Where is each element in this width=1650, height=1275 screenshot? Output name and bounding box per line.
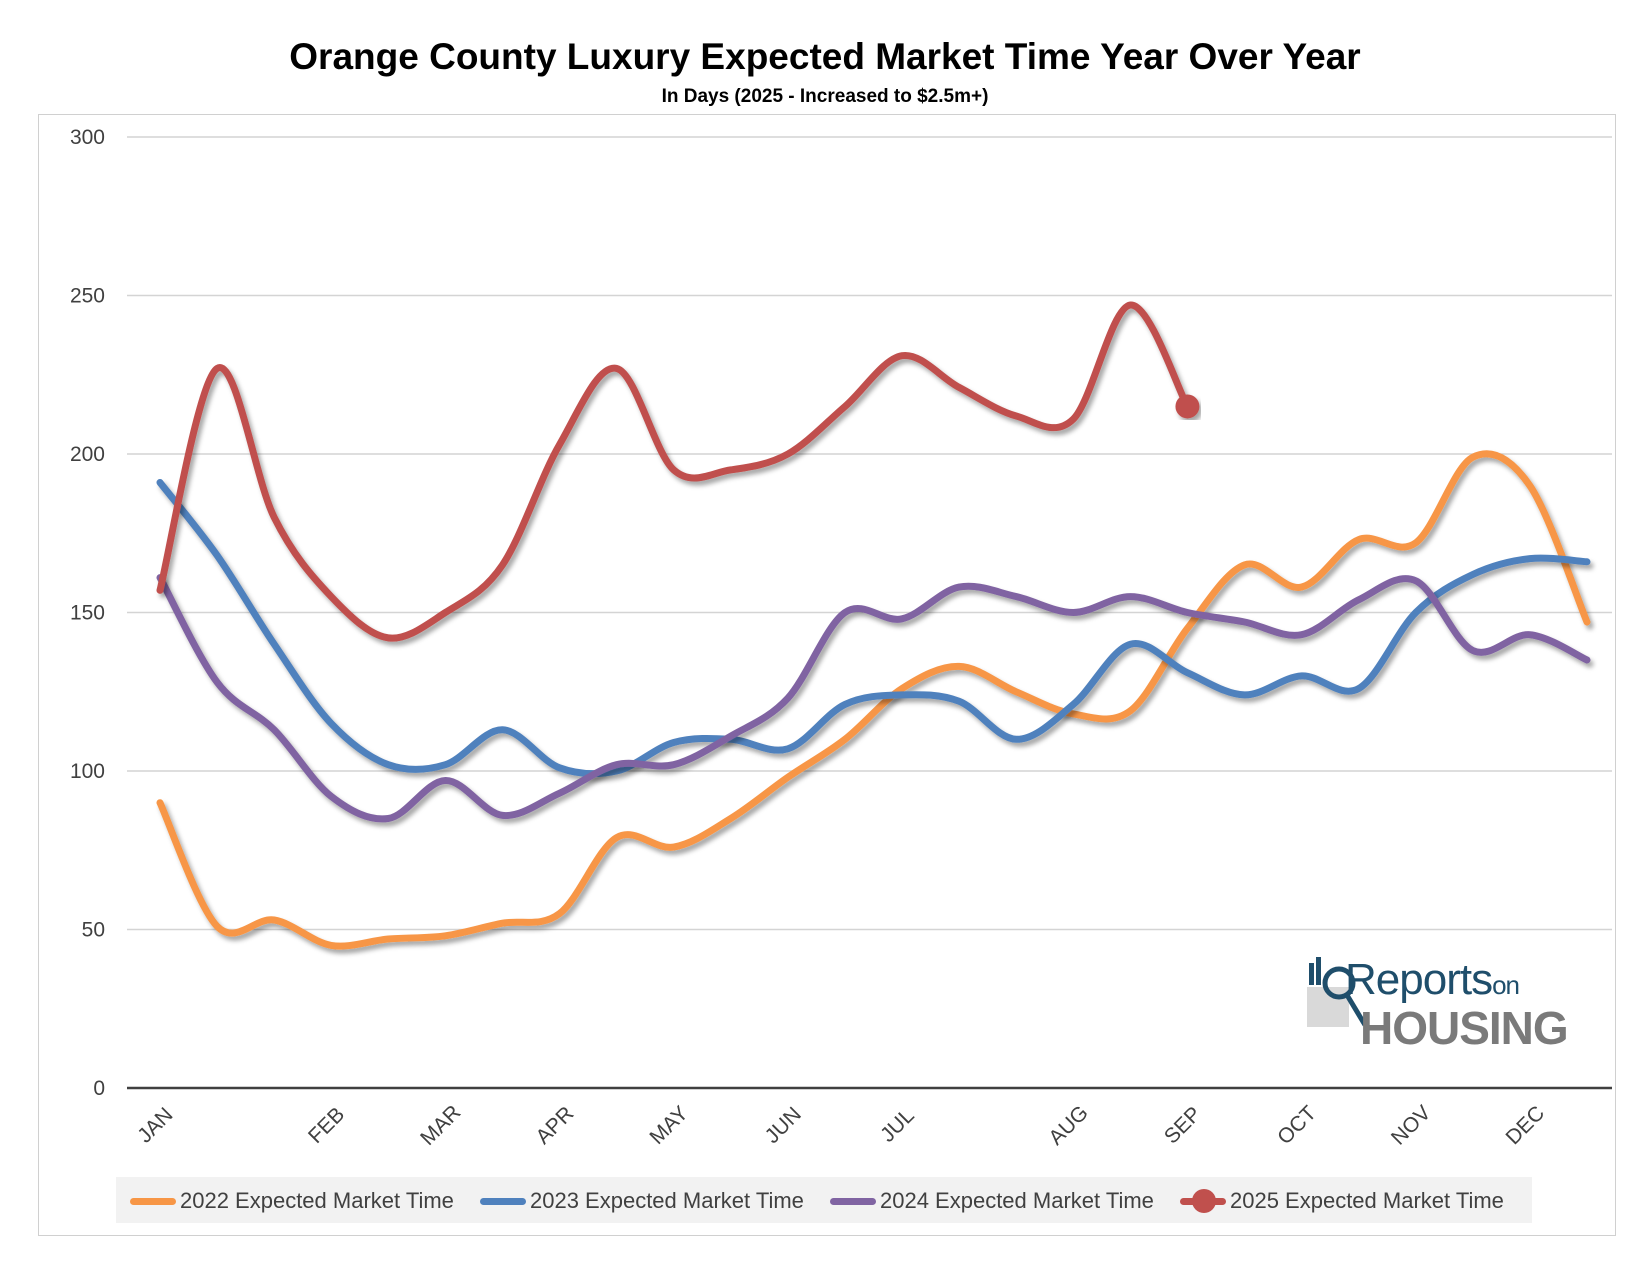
y-tick-label: 200	[70, 443, 105, 466]
x-tick-label: SEP	[1160, 1102, 1206, 1148]
legend-swatch-2023	[480, 1197, 526, 1205]
x-tick-label: NOV	[1387, 1101, 1435, 1149]
legend-label-2024: 2024 Expected Market Time	[880, 1188, 1154, 1213]
legend-item-2023: 2023 Expected Market Time	[480, 1187, 804, 1215]
y-tick-label: 0	[93, 1077, 105, 1100]
legend-item-2025: 2025 Expected Market Time	[1180, 1187, 1504, 1215]
legend-swatch-2022	[130, 1197, 176, 1205]
x-tick-label: FEB	[304, 1103, 349, 1148]
series-end-marker-2025	[1175, 394, 1200, 419]
y-tick-label: 100	[70, 760, 105, 783]
y-tick-label: 150	[70, 602, 105, 625]
y-tick-label: 50	[82, 919, 105, 942]
chart-title: Orange County Luxury Expected Market Tim…	[289, 36, 1361, 77]
y-tick-label: 300	[70, 126, 105, 149]
logo-housing-text: HOUSING	[1360, 1002, 1569, 1054]
logo-reports-text: Reportson	[1345, 955, 1520, 1004]
x-tick-label: JUN	[761, 1103, 806, 1148]
y-tick-label: 250	[70, 285, 105, 308]
legend-label-2022: 2022 Expected Market Time	[180, 1188, 454, 1213]
series-line-2023	[156, 479, 1591, 778]
x-tick-label: JAN	[133, 1103, 177, 1147]
legend	[116, 1177, 1532, 1223]
x-tick-label: MAR	[416, 1101, 465, 1150]
series-line-2025	[156, 301, 1191, 642]
x-tick-label: JUL	[876, 1104, 919, 1147]
chart-subtitle: In Days (2025 - Increased to $2.5m+)	[661, 86, 989, 107]
legend-item-2024: 2024 Expected Market Time	[830, 1187, 1154, 1215]
x-tick-label: DEC	[1502, 1102, 1550, 1150]
x-tick-label: AUG	[1044, 1101, 1092, 1149]
legend-swatch-2024	[830, 1197, 876, 1205]
chart-frame	[38, 114, 1616, 1236]
x-tick-label: APR	[532, 1102, 579, 1149]
reports-on-housing-logo: Reportson HOUSING	[1305, 955, 1585, 1055]
x-tick-label: MAY	[645, 1102, 692, 1149]
legend-swatch-2025	[1180, 1188, 1226, 1213]
x-tick-label: OCT	[1273, 1101, 1321, 1149]
series-line-2024	[156, 574, 1591, 823]
logo-emblem-icon	[1307, 957, 1368, 1027]
legend-marker-2025	[1192, 1188, 1216, 1213]
legend-label-2023: 2023 Expected Market Time	[530, 1188, 804, 1213]
legend-item-2022: 2022 Expected Market Time	[130, 1187, 454, 1215]
legend-label-2025: 2025 Expected Market Time	[1230, 1188, 1504, 1213]
